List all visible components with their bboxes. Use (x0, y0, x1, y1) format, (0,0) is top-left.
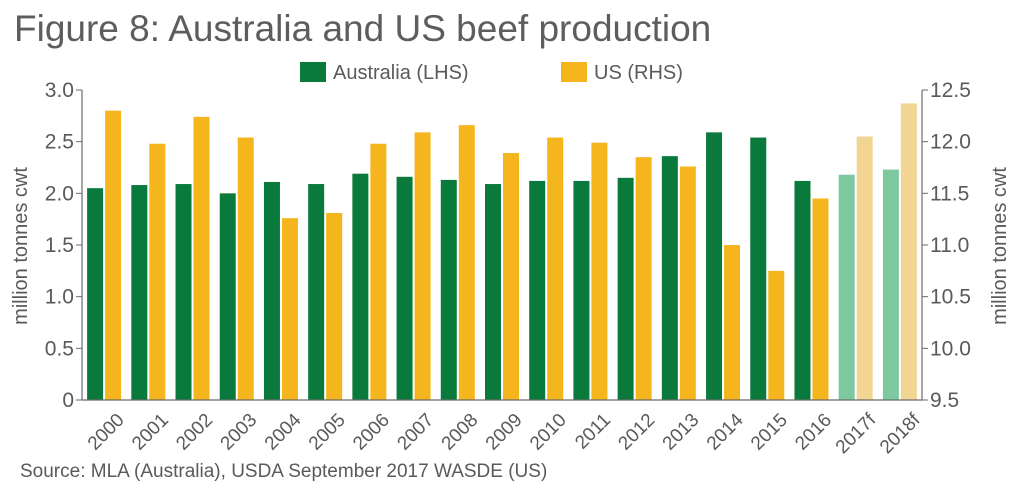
bar-australia-2000 (87, 188, 104, 400)
x-tick-label: 2000 (84, 410, 129, 455)
x-tick-label: 2003 (217, 410, 262, 455)
bar-australia-2013 (661, 156, 678, 400)
bars (87, 103, 917, 401)
bar-us-2012 (635, 157, 652, 400)
y-tick-label-right: 12.5 (930, 79, 971, 102)
bar-us-2018f (900, 103, 917, 400)
bar-australia-2010 (529, 180, 546, 400)
bar-australia-2008 (440, 179, 457, 400)
y-tick-label-right: 10.0 (930, 337, 971, 360)
y-axis-label-left: million tonnes cwt (10, 167, 32, 325)
y-tick-label-left: 0 (62, 389, 74, 412)
y-tick-label-left: 1.0 (45, 286, 74, 309)
y-tick-label-left: 1.5 (45, 234, 74, 257)
y-tick-label-left: 3.0 (45, 79, 74, 102)
x-tick-label: 2014 (703, 409, 748, 454)
legend-label: Australia (LHS) (333, 62, 469, 84)
bar-us-2011 (591, 142, 608, 400)
bar-australia-2001 (131, 185, 148, 400)
bar-australia-2015 (750, 137, 767, 401)
legend-label: US (RHS) (594, 62, 683, 84)
x-tick-label: 2016 (791, 410, 836, 455)
bar-us-2014 (724, 245, 741, 400)
source-note: Source: MLA (Australia), USDA September … (20, 461, 548, 482)
bar-us-2017f (856, 136, 873, 400)
y-tick-label-left: 0.5 (45, 337, 74, 360)
x-tick-label: 2011 (571, 410, 615, 454)
bar-us-2008 (458, 125, 475, 400)
y-tick-label-left: 2.0 (45, 182, 74, 205)
y-tick-label-right: 11.5 (930, 182, 969, 205)
x-tick-label: 2006 (349, 410, 394, 455)
bar-australia-2006 (352, 173, 369, 400)
y-tick-label-right: 11.0 (930, 234, 969, 257)
y-tick-label-right: 9.5 (930, 389, 959, 412)
bar-australia-2014 (706, 132, 723, 400)
y-axis-label-right: million tonnes cwt (989, 167, 1011, 325)
bar-australia-2007 (396, 176, 413, 400)
bar-australia-2011 (573, 180, 590, 400)
bar-australia-2004 (263, 181, 280, 400)
x-tick-label: 2018f (876, 409, 925, 458)
x-tick-label: 2010 (526, 410, 571, 455)
legend: Australia (LHS) US (RHS) (300, 62, 683, 84)
x-tick-label: 2012 (614, 410, 659, 455)
y-tick-label-left: 2.5 (45, 131, 74, 154)
bar-us-2003 (237, 137, 254, 401)
bar-us-2004 (281, 218, 298, 400)
bar-us-2006 (370, 143, 387, 400)
legend-swatch (300, 62, 326, 82)
x-tick-label: 2002 (172, 410, 217, 455)
x-tick-label: 2013 (659, 410, 704, 455)
bar-us-2015 (768, 270, 785, 400)
bar-us-2016 (812, 198, 829, 400)
x-tick-label: 2009 (482, 410, 527, 455)
bar-australia-2003 (219, 193, 236, 400)
bar-us-2007 (414, 132, 431, 400)
x-tick-label: 2007 (393, 410, 438, 455)
bar-us-2010 (547, 137, 564, 401)
axes (76, 89, 928, 401)
bar-us-2009 (503, 153, 519, 400)
bar-us-2013 (679, 166, 696, 400)
x-tick-label: 2017f (832, 409, 881, 458)
bar-us-2000 (105, 110, 122, 401)
bar-us-2001 (149, 143, 166, 400)
bar-australia-2009 (485, 184, 501, 400)
y-tick-label-right: 10.5 (930, 286, 971, 309)
x-tick-label: 2015 (747, 410, 792, 455)
x-tick-label: 2001 (128, 410, 173, 455)
bar-australia-2018f (882, 169, 899, 400)
bar-australia-2016 (794, 180, 811, 400)
bar-us-2005 (326, 212, 343, 400)
bar-australia-2005 (308, 184, 325, 400)
x-tick-label: 2004 (261, 409, 306, 454)
x-tick-label: 2005 (305, 410, 350, 455)
bar-australia-2012 (617, 177, 634, 400)
chart-title: Figure 8: Australia and US beef producti… (14, 8, 712, 49)
bar-us-2002 (193, 116, 210, 400)
bar-australia-2002 (175, 184, 192, 400)
x-tick-label: 2008 (438, 410, 483, 455)
legend-swatch (561, 62, 587, 82)
y-tick-label-right: 12.0 (930, 131, 971, 154)
bar-australia-2017f (838, 174, 855, 400)
